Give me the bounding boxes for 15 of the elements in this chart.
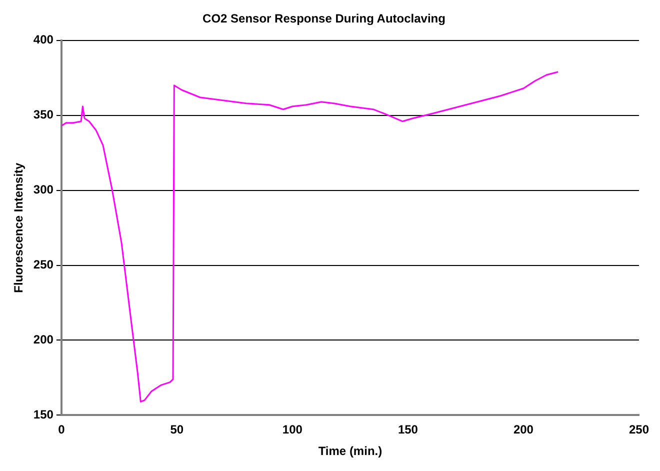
x-axis-title: Time (min.) (318, 444, 382, 458)
y-tick-label: 200 (33, 332, 54, 347)
y-tick-label: 150 (33, 408, 54, 422)
chart-title: CO2 Sensor Response During Autoclaving (202, 12, 446, 26)
x-tick-label: 250 (628, 422, 650, 437)
y-tick-label: 400 (33, 32, 54, 47)
y-tick-label: 250 (33, 258, 54, 272)
x-tick-label: 200 (513, 422, 534, 437)
y-axis-title: Fluorescence Intensity (12, 162, 26, 293)
y-tick-label: 300 (33, 182, 54, 197)
x-tick-label: 100 (282, 422, 303, 437)
x-tick-label: 50 (170, 422, 184, 437)
x-tick-label: 0 (58, 422, 66, 437)
y-tick-label: 350 (33, 108, 54, 122)
x-tick-label: 150 (398, 422, 418, 437)
